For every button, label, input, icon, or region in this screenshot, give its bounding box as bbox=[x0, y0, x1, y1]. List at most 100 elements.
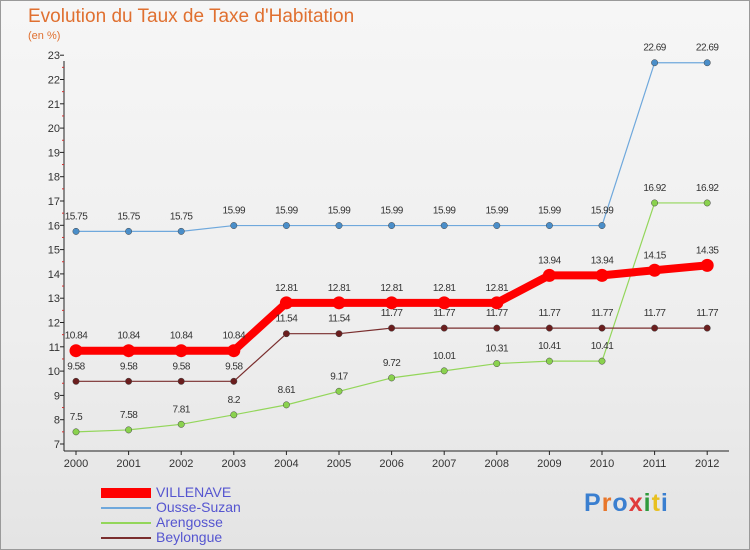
data-point bbox=[545, 222, 553, 229]
legend-label: Arengosse bbox=[156, 514, 223, 530]
data-point bbox=[72, 428, 80, 436]
data-point bbox=[125, 426, 133, 434]
data-label: 7.81 bbox=[172, 404, 190, 415]
data-label: 11.77 bbox=[433, 308, 456, 319]
x-tick-label: 2001 bbox=[116, 458, 140, 470]
data-point bbox=[335, 330, 343, 338]
data-labels-villenave: 10.84 10.84 10.84 10.84 12.81 12.81 12.81 12.81… bbox=[65, 245, 720, 341]
data-point bbox=[125, 227, 133, 235]
data-point bbox=[440, 367, 448, 375]
y-tick-label: 16 bbox=[48, 220, 60, 232]
data-label: 15.75 bbox=[170, 211, 193, 222]
data-label: 16.92 bbox=[696, 183, 719, 194]
data-label: 10.84 bbox=[117, 331, 140, 342]
data-point bbox=[385, 296, 399, 310]
data-label: 15.99 bbox=[538, 206, 561, 217]
data-label: 14.35 bbox=[696, 245, 719, 256]
data-label: 10.41 bbox=[538, 341, 561, 352]
data-point bbox=[598, 222, 606, 229]
data-label: 15.99 bbox=[328, 206, 351, 217]
data-label: 12.81 bbox=[380, 283, 403, 294]
x-tick-label: 2005 bbox=[327, 458, 351, 470]
data-label: 12.81 bbox=[486, 283, 509, 294]
data-point bbox=[545, 324, 553, 332]
legend-label: Beylongue bbox=[156, 529, 223, 545]
data-point bbox=[440, 324, 448, 332]
legend-label: VILLENAVE bbox=[156, 484, 232, 500]
data-label: 12.81 bbox=[275, 283, 298, 294]
data-label: 11.77 bbox=[486, 308, 509, 319]
y-tick-label: 17 bbox=[48, 196, 60, 208]
y-tick-label: 14 bbox=[48, 269, 60, 281]
data-label: 9.58 bbox=[225, 361, 243, 372]
data-label: 15.99 bbox=[591, 206, 614, 217]
x-tick-label: 2011 bbox=[643, 458, 667, 470]
y-tick-label: 20 bbox=[48, 123, 60, 135]
data-point bbox=[282, 401, 290, 409]
data-point bbox=[230, 411, 238, 419]
data-point bbox=[122, 344, 136, 358]
y-tick-label: 8 bbox=[54, 415, 60, 427]
data-point bbox=[598, 357, 606, 365]
data-point bbox=[72, 227, 80, 235]
series-beylongue bbox=[72, 324, 711, 385]
data-labels-beylongue: 9.58 9.58 9.58 9.58 11.54 11.54 11.77 11.77 11.7… bbox=[67, 308, 719, 372]
series-villenave bbox=[69, 258, 714, 358]
data-label: 12.81 bbox=[328, 283, 351, 294]
y-tick-label: 13 bbox=[48, 293, 60, 305]
data-point bbox=[125, 377, 133, 385]
data-point bbox=[388, 222, 396, 229]
y-tick-label: 18 bbox=[48, 172, 60, 184]
data-point bbox=[598, 324, 606, 332]
series-ousse-suzan bbox=[72, 59, 711, 235]
data-label: 9.58 bbox=[172, 361, 190, 372]
data-label: 11.77 bbox=[696, 308, 719, 319]
y-tick-label: 11 bbox=[49, 342, 60, 354]
data-label: 15.75 bbox=[65, 211, 88, 222]
data-label: 15.99 bbox=[275, 206, 298, 217]
data-label: 10.31 bbox=[486, 344, 509, 355]
x-tick-label: 2007 bbox=[432, 458, 456, 470]
y-tick-label: 21 bbox=[48, 99, 60, 111]
data-point bbox=[227, 344, 241, 358]
legend-swatch bbox=[101, 537, 151, 539]
data-label: 8.61 bbox=[278, 385, 296, 396]
x-tick-label: 2004 bbox=[274, 458, 298, 470]
data-point bbox=[69, 344, 83, 358]
data-point bbox=[230, 377, 238, 385]
data-point bbox=[703, 199, 711, 207]
data-point bbox=[440, 222, 448, 229]
data-point bbox=[177, 227, 185, 235]
data-label: 15.99 bbox=[433, 206, 456, 217]
chart-subtitle: (en %) bbox=[28, 30, 61, 42]
data-label: 11.77 bbox=[381, 308, 404, 319]
data-label: 15.99 bbox=[486, 206, 509, 217]
data-label: 10.84 bbox=[65, 331, 88, 342]
data-label: 16.92 bbox=[643, 183, 666, 194]
data-point bbox=[595, 268, 609, 282]
data-point bbox=[72, 377, 80, 385]
data-point bbox=[545, 357, 553, 365]
data-label: 14.15 bbox=[643, 250, 666, 261]
data-label: 15.99 bbox=[380, 206, 403, 217]
data-label: 7.58 bbox=[120, 410, 138, 421]
x-tick-label: 2000 bbox=[64, 458, 88, 470]
data-point bbox=[651, 324, 659, 332]
data-point bbox=[651, 59, 659, 67]
x-tick-label: 2002 bbox=[169, 458, 193, 470]
data-label: 11.54 bbox=[328, 314, 351, 325]
data-point bbox=[177, 377, 185, 385]
x-tick-label: 2010 bbox=[590, 458, 614, 470]
data-point bbox=[335, 387, 343, 395]
data-label: 15.99 bbox=[223, 206, 246, 217]
data-label: 11.77 bbox=[644, 308, 667, 319]
data-point bbox=[332, 296, 346, 310]
data-label: 9.58 bbox=[120, 361, 138, 372]
data-point bbox=[651, 199, 659, 207]
data-label: 22.69 bbox=[696, 43, 719, 54]
y-tick-label: 10 bbox=[48, 366, 60, 378]
data-point bbox=[437, 296, 451, 310]
data-point bbox=[542, 268, 556, 282]
